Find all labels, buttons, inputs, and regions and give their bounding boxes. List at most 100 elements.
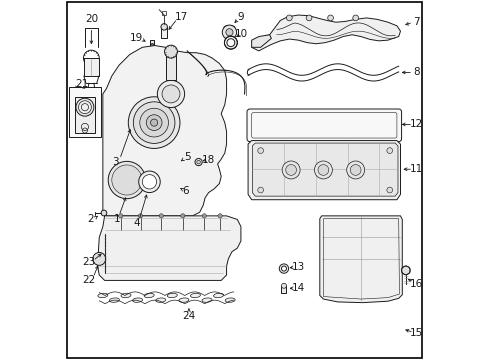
Text: 9: 9 xyxy=(237,12,244,22)
Ellipse shape xyxy=(167,293,177,298)
Circle shape xyxy=(159,214,163,218)
Circle shape xyxy=(119,214,122,218)
Bar xyxy=(161,27,167,39)
Circle shape xyxy=(286,15,292,21)
Ellipse shape xyxy=(155,298,165,302)
Ellipse shape xyxy=(213,293,223,298)
Bar xyxy=(162,12,165,15)
Text: 2: 2 xyxy=(87,215,94,224)
Circle shape xyxy=(285,165,296,175)
Circle shape xyxy=(78,101,91,114)
Circle shape xyxy=(146,115,162,131)
Circle shape xyxy=(314,161,332,179)
Ellipse shape xyxy=(121,293,131,298)
Circle shape xyxy=(138,214,142,218)
Bar xyxy=(165,51,176,80)
Circle shape xyxy=(281,266,286,271)
Circle shape xyxy=(128,97,180,148)
Text: 23: 23 xyxy=(81,257,95,267)
Bar xyxy=(150,40,154,45)
Text: 3: 3 xyxy=(112,157,119,167)
Circle shape xyxy=(142,175,156,189)
Bar xyxy=(69,87,101,137)
Text: 19: 19 xyxy=(130,33,143,43)
Circle shape xyxy=(281,283,286,288)
Ellipse shape xyxy=(179,298,188,302)
Circle shape xyxy=(282,161,300,179)
Polygon shape xyxy=(251,35,271,47)
Text: 24: 24 xyxy=(182,311,195,321)
Ellipse shape xyxy=(144,293,154,298)
Circle shape xyxy=(224,36,237,49)
Circle shape xyxy=(108,161,145,199)
Text: 21: 21 xyxy=(75,79,88,89)
Text: 6: 6 xyxy=(182,186,188,197)
Text: 13: 13 xyxy=(291,262,305,272)
Circle shape xyxy=(93,252,105,265)
Ellipse shape xyxy=(224,26,234,30)
Polygon shape xyxy=(102,45,226,216)
Circle shape xyxy=(352,15,358,21)
Circle shape xyxy=(180,214,184,218)
Text: 16: 16 xyxy=(409,279,423,289)
Text: 11: 11 xyxy=(409,164,423,174)
Text: 8: 8 xyxy=(412,67,419,77)
Circle shape xyxy=(161,24,167,30)
Text: 18: 18 xyxy=(202,154,215,165)
Circle shape xyxy=(327,15,333,21)
Circle shape xyxy=(112,165,142,195)
Text: 14: 14 xyxy=(291,283,305,293)
Circle shape xyxy=(226,39,234,46)
Ellipse shape xyxy=(224,298,235,302)
Text: 1: 1 xyxy=(114,215,120,224)
Text: 15: 15 xyxy=(409,328,423,338)
Circle shape xyxy=(279,264,288,273)
Circle shape xyxy=(139,171,160,193)
Ellipse shape xyxy=(202,298,212,302)
Circle shape xyxy=(218,214,222,218)
Circle shape xyxy=(101,210,106,216)
Ellipse shape xyxy=(168,154,183,175)
Circle shape xyxy=(317,165,328,175)
Polygon shape xyxy=(97,216,241,280)
Ellipse shape xyxy=(98,293,108,298)
Circle shape xyxy=(225,29,233,36)
Bar xyxy=(281,286,286,293)
Circle shape xyxy=(195,158,202,166)
Circle shape xyxy=(113,166,140,194)
Text: 10: 10 xyxy=(234,29,247,39)
Text: 5: 5 xyxy=(183,152,190,162)
Circle shape xyxy=(257,148,263,153)
Circle shape xyxy=(346,161,364,179)
Circle shape xyxy=(133,102,175,143)
Ellipse shape xyxy=(132,298,142,302)
Circle shape xyxy=(386,187,392,193)
Circle shape xyxy=(349,165,360,175)
Polygon shape xyxy=(252,143,397,196)
Circle shape xyxy=(150,119,158,126)
Text: 4: 4 xyxy=(133,218,140,228)
Circle shape xyxy=(196,160,200,164)
Circle shape xyxy=(257,187,263,193)
FancyBboxPatch shape xyxy=(246,109,401,141)
Circle shape xyxy=(386,148,392,153)
Polygon shape xyxy=(319,216,402,303)
Polygon shape xyxy=(247,140,400,200)
Polygon shape xyxy=(251,15,400,51)
Circle shape xyxy=(150,44,154,47)
Circle shape xyxy=(140,108,168,137)
Ellipse shape xyxy=(109,298,119,302)
Text: 17: 17 xyxy=(175,12,188,22)
Circle shape xyxy=(76,98,94,116)
Bar xyxy=(75,97,95,133)
Circle shape xyxy=(164,45,177,58)
Circle shape xyxy=(202,214,206,218)
Text: 22: 22 xyxy=(81,275,95,285)
Circle shape xyxy=(157,80,184,108)
Ellipse shape xyxy=(190,293,200,298)
Circle shape xyxy=(162,85,180,103)
Text: 12: 12 xyxy=(409,120,423,129)
Bar xyxy=(83,58,99,76)
Ellipse shape xyxy=(170,157,181,172)
Text: 7: 7 xyxy=(412,17,419,27)
